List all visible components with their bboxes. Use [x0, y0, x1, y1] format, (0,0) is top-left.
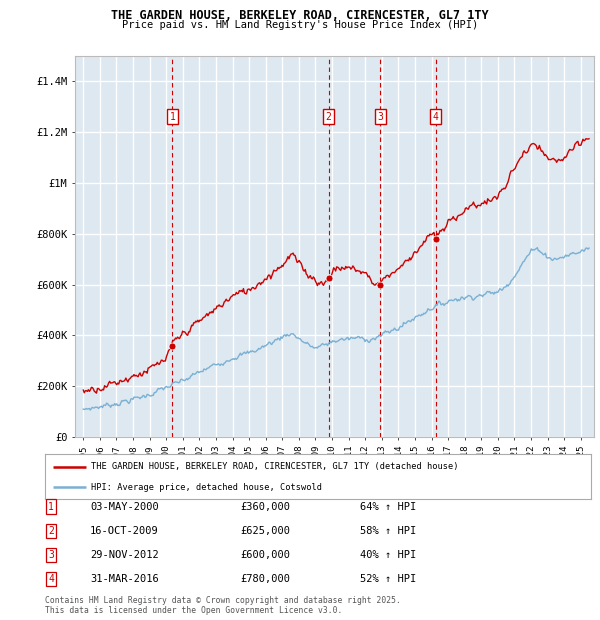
Text: THE GARDEN HOUSE, BERKELEY ROAD, CIRENCESTER, GL7 1TY (detached house): THE GARDEN HOUSE, BERKELEY ROAD, CIRENCE…	[91, 462, 459, 471]
Text: 2: 2	[326, 112, 331, 122]
Text: 31-MAR-2016: 31-MAR-2016	[90, 574, 159, 584]
Text: 64% ↑ HPI: 64% ↑ HPI	[360, 502, 416, 512]
Text: 29-NOV-2012: 29-NOV-2012	[90, 550, 159, 560]
Text: 16-OCT-2009: 16-OCT-2009	[90, 526, 159, 536]
Text: 4: 4	[433, 112, 439, 122]
Text: 03-MAY-2000: 03-MAY-2000	[90, 502, 159, 512]
Text: 3: 3	[377, 112, 383, 122]
Text: 4: 4	[48, 574, 54, 584]
Text: 1: 1	[169, 112, 175, 122]
Text: £780,000: £780,000	[240, 574, 290, 584]
Text: 52% ↑ HPI: 52% ↑ HPI	[360, 574, 416, 584]
Text: Contains HM Land Registry data © Crown copyright and database right 2025.
This d: Contains HM Land Registry data © Crown c…	[45, 596, 401, 615]
Text: Price paid vs. HM Land Registry's House Price Index (HPI): Price paid vs. HM Land Registry's House …	[122, 20, 478, 30]
Text: 40% ↑ HPI: 40% ↑ HPI	[360, 550, 416, 560]
Text: 2: 2	[48, 526, 54, 536]
Text: HPI: Average price, detached house, Cotswold: HPI: Average price, detached house, Cots…	[91, 482, 322, 492]
Text: £360,000: £360,000	[240, 502, 290, 512]
Text: £625,000: £625,000	[240, 526, 290, 536]
Text: 1: 1	[48, 502, 54, 512]
Text: 3: 3	[48, 550, 54, 560]
Text: THE GARDEN HOUSE, BERKELEY ROAD, CIRENCESTER, GL7 1TY: THE GARDEN HOUSE, BERKELEY ROAD, CIRENCE…	[111, 9, 489, 22]
Text: 58% ↑ HPI: 58% ↑ HPI	[360, 526, 416, 536]
Text: £600,000: £600,000	[240, 550, 290, 560]
